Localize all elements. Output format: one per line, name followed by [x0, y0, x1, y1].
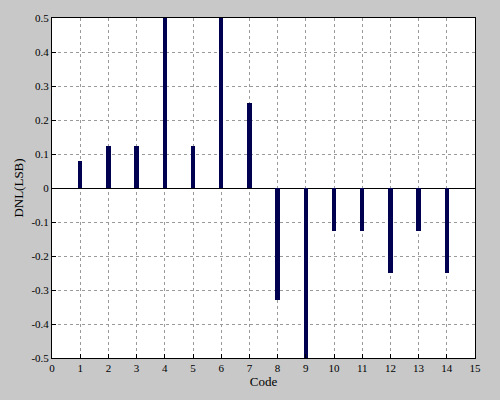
- svg-text:-0.4: -0.4: [31, 318, 49, 330]
- svg-text:0: 0: [49, 362, 55, 374]
- svg-text:-0.5: -0.5: [31, 352, 49, 364]
- svg-text:-0.2: -0.2: [31, 250, 48, 262]
- svg-text:DNL(LSB): DNL(LSB): [11, 158, 26, 217]
- svg-text:0.4: 0.4: [35, 46, 49, 58]
- svg-text:15: 15: [470, 362, 482, 374]
- svg-text:0.1: 0.1: [35, 148, 49, 160]
- svg-text:4: 4: [162, 362, 168, 374]
- svg-text:7: 7: [247, 362, 253, 374]
- svg-text:Code: Code: [250, 374, 278, 389]
- svg-text:-0.1: -0.1: [31, 216, 48, 228]
- svg-text:3: 3: [134, 362, 140, 374]
- svg-text:8: 8: [275, 362, 281, 374]
- svg-text:1: 1: [77, 362, 83, 374]
- svg-text:0.3: 0.3: [35, 80, 49, 92]
- svg-text:0: 0: [43, 182, 49, 194]
- svg-text:5: 5: [190, 362, 196, 374]
- svg-text:11: 11: [357, 362, 368, 374]
- svg-text:14: 14: [441, 362, 453, 374]
- svg-text:13: 13: [413, 362, 425, 374]
- svg-text:-0.3: -0.3: [31, 284, 49, 296]
- svg-text:9: 9: [303, 362, 309, 374]
- svg-text:12: 12: [385, 362, 396, 374]
- svg-text:6: 6: [218, 362, 224, 374]
- svg-text:10: 10: [329, 362, 341, 374]
- svg-text:0.5: 0.5: [35, 12, 49, 24]
- svg-text:0.2: 0.2: [35, 114, 49, 126]
- svg-text:2: 2: [106, 362, 112, 374]
